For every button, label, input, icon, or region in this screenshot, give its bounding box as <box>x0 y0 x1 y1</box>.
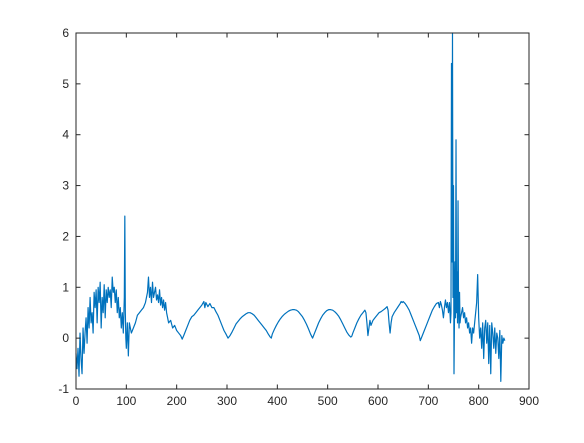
plot-background <box>76 33 529 389</box>
series-line-0 <box>75 32 506 382</box>
x-tick-label: 0 <box>73 394 80 408</box>
x-tick-label: 800 <box>469 394 489 408</box>
axes-box <box>75 32 530 390</box>
y-tick-label: 1 <box>62 280 69 294</box>
y-tick-label: 3 <box>62 179 69 193</box>
x-tick-label: 500 <box>318 394 338 408</box>
y-tick-label: -1 <box>58 382 69 396</box>
y-tick-label: 2 <box>62 229 69 243</box>
y-tick-label: 5 <box>62 77 69 91</box>
y-tick-label: 0 <box>62 331 69 345</box>
x-tick-label: 300 <box>217 394 237 408</box>
axes-layer: 0 100 200 300 400 500 600 700 800 900 -1 0 1 2 3 4 5 6 <box>58 26 539 408</box>
x-tick-label: 600 <box>368 394 388 408</box>
x-tick-label: 900 <box>519 394 539 408</box>
series-layer <box>75 32 506 382</box>
y-tick-label: 4 <box>62 128 69 142</box>
x-tick-label: 700 <box>418 394 438 408</box>
y-tick-label: 6 <box>62 26 69 40</box>
x-tick-label: 200 <box>167 394 187 408</box>
x-tick-label: 400 <box>267 394 287 408</box>
x-tick-label: 100 <box>116 394 136 408</box>
